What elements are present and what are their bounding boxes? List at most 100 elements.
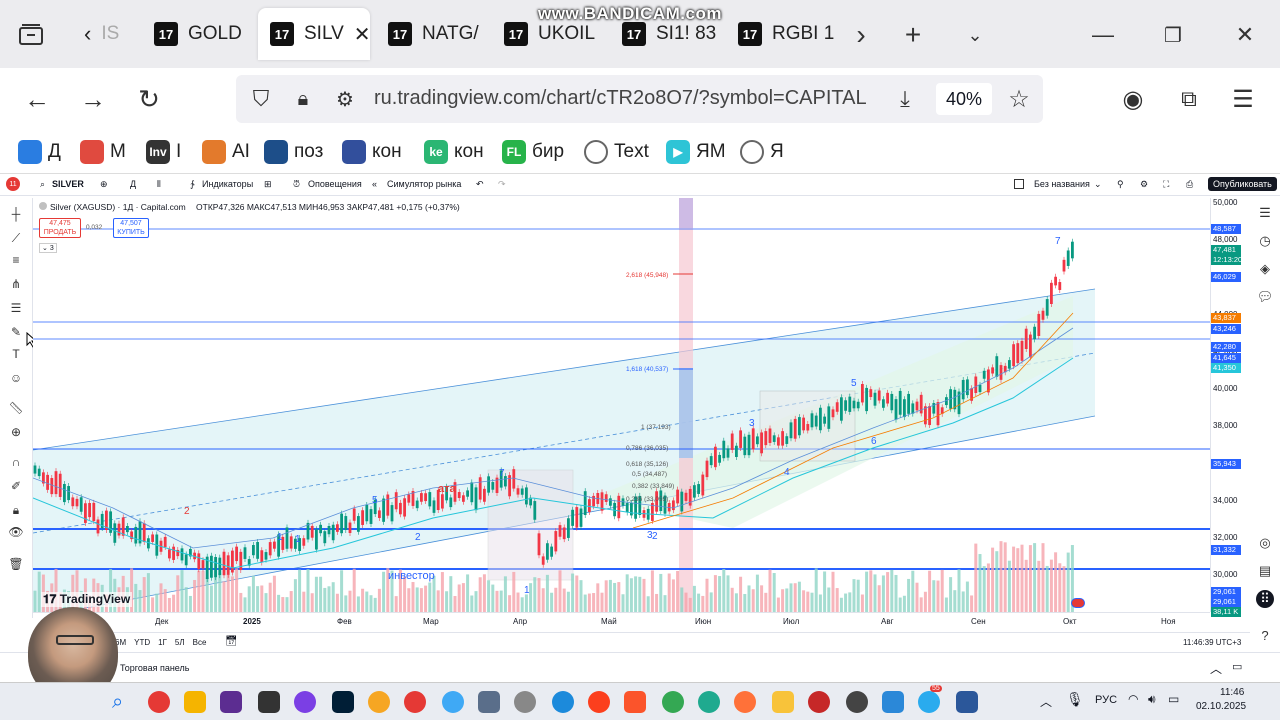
- close-window-icon[interactable]: ✕: [1235, 22, 1255, 47]
- alert-icon[interactable]: ⏰︎: [293, 179, 301, 189]
- trendline-icon[interactable]: ⟋: [11, 230, 21, 245]
- settings-icon[interactable]: [514, 691, 536, 713]
- clock-date[interactable]: 02.10.2025: [1196, 701, 1247, 712]
- telegram-icon[interactable]: 55: [918, 685, 942, 713]
- tab-0[interactable]: ‹ IS: [72, 8, 132, 60]
- templates-icon[interactable]: ⊞: [264, 179, 272, 189]
- download-icon[interactable]: ⤓: [900, 86, 910, 111]
- ruler-icon[interactable]: 📏︎: [8, 401, 24, 415]
- notifications-icon[interactable]: 11: [6, 177, 20, 191]
- indicators-icon[interactable]: ∱: [190, 179, 195, 189]
- crosshair-icon[interactable]: ┼: [11, 207, 21, 221]
- permissions-icon[interactable]: ⚙︎: [336, 88, 354, 111]
- edge-icon[interactable]: [552, 691, 574, 713]
- object-tree-icon[interactable]: ⚲: [1117, 179, 1124, 189]
- chat-icon[interactable]: 💬︎: [1256, 289, 1274, 304]
- tab-overview-icon[interactable]: [16, 20, 46, 50]
- opera-icon[interactable]: [148, 691, 170, 713]
- alerts-button[interactable]: Оповещения: [308, 179, 362, 189]
- zoom-in-icon[interactable]: ⊕: [10, 425, 22, 439]
- magnet-icon[interactable]: ∩: [11, 455, 21, 469]
- chart-type-icon[interactable]: ⫴: [157, 179, 161, 189]
- draw-mode-icon[interactable]: ✐: [10, 479, 22, 493]
- close-tab-icon[interactable]: ✕: [353, 23, 370, 46]
- app-icon[interactable]: [846, 691, 868, 713]
- bookmark-6[interactable]: ke кон: [424, 138, 484, 166]
- layout-checkbox[interactable]: [1014, 179, 1024, 189]
- sell-button[interactable]: 47,475 ПРОДАТЬ: [39, 218, 81, 238]
- layout-name[interactable]: Без названия: [1034, 179, 1090, 189]
- indicators-collapsed[interactable]: ⌄ 3: [39, 243, 57, 253]
- apps-grid-icon[interactable]: ⠿: [1256, 590, 1274, 608]
- vivaldi-icon[interactable]: [404, 691, 426, 713]
- brush-icon[interactable]: ✎: [10, 325, 22, 339]
- lock-drawings-icon[interactable]: 🔒︎: [12, 502, 20, 517]
- account-icon[interactable]: ◉: [1122, 85, 1144, 113]
- menu-icon[interactable]: ☰: [1232, 85, 1254, 113]
- clock-time[interactable]: 11:46: [1220, 687, 1245, 698]
- bookmark-9[interactable]: ▶ ЯМ: [666, 138, 726, 166]
- fullscreen-icon[interactable]: ⛶: [1163, 179, 1170, 189]
- brave-icon[interactable]: [624, 691, 646, 713]
- bookmark-1[interactable]: М: [80, 138, 126, 166]
- restore-icon[interactable]: ❐: [1164, 24, 1182, 47]
- redo-icon[interactable]: ↷: [498, 179, 506, 189]
- wifi-icon[interactable]: ◠: [1128, 692, 1139, 706]
- maximize-panel-icon[interactable]: ▭: [1232, 661, 1243, 673]
- undo-icon[interactable]: ↶: [476, 179, 484, 189]
- lock-icon[interactable]: 🔒︎: [297, 87, 309, 110]
- calculator-icon[interactable]: [478, 691, 500, 713]
- range-button[interactable]: 1Г: [158, 638, 167, 647]
- tab-5[interactable]: 17 SI1! 83: [610, 8, 722, 60]
- range-button[interactable]: YTD: [134, 638, 151, 647]
- minimize-icon[interactable]: —: [1092, 22, 1114, 47]
- app-icon[interactable]: [184, 691, 206, 713]
- buy-button[interactable]: 47,507 КУПИТЬ: [113, 218, 149, 238]
- hide-drawings-icon[interactable]: 👁︎: [8, 525, 24, 539]
- tab-list-icon[interactable]: ⌄: [967, 24, 983, 45]
- symbol-search[interactable]: SILVER: [52, 179, 84, 189]
- range-button[interactable]: 5Л: [174, 638, 185, 647]
- bookmark-star-icon[interactable]: ☆: [1008, 85, 1030, 113]
- fib-icon[interactable]: ☰: [10, 301, 22, 315]
- range-button[interactable]: Все: [192, 638, 207, 647]
- search-icon[interactable]: ⌕: [112, 691, 124, 713]
- text-icon[interactable]: T: [12, 347, 20, 361]
- bookmark-4[interactable]: поз: [264, 138, 323, 166]
- app-icon[interactable]: [442, 691, 464, 713]
- microphone-icon[interactable]: 🎙︎: [1066, 691, 1084, 707]
- tab-1[interactable]: 17 GOLD: [142, 8, 248, 60]
- app-icon[interactable]: [698, 691, 720, 713]
- shield-icon[interactable]: ⛉: [252, 86, 270, 111]
- layers-icon[interactable]: ◈: [1260, 261, 1270, 276]
- zoom-level[interactable]: 40%: [936, 83, 992, 115]
- bookmark-2[interactable]: Inv I: [146, 138, 181, 166]
- emoji-icon[interactable]: ☺: [9, 371, 23, 385]
- tab-4[interactable]: 17 UKOIL: [492, 8, 602, 60]
- new-tab-icon[interactable]: +: [904, 19, 922, 50]
- bookmark-10[interactable]: Я: [740, 138, 784, 166]
- search-icon[interactable]: ⌕: [40, 179, 46, 189]
- address-bar[interactable]: ⛉ 🔒︎ ⚙︎ ru.tradingview.com/chart/cTR2o8O…: [236, 75, 1043, 123]
- publish-button[interactable]: Опубликовать: [1208, 177, 1277, 191]
- bookmark-0[interactable]: Д: [18, 138, 61, 166]
- bookmark-7[interactable]: FL бир: [502, 138, 564, 166]
- forward-icon[interactable]: →: [80, 83, 106, 114]
- photoshop-icon[interactable]: [332, 691, 354, 713]
- chrome-icon[interactable]: [662, 691, 684, 713]
- chevron-right-icon[interactable]: ›: [856, 19, 866, 50]
- app-icon[interactable]: [220, 691, 242, 713]
- bookmark-5[interactable]: кон: [342, 138, 402, 166]
- target-icon[interactable]: ◎: [1259, 535, 1271, 550]
- tab-6[interactable]: 17 RGBI 1: [726, 8, 834, 60]
- tab-3[interactable]: 17 NATG/: [376, 8, 486, 60]
- bookmark-8[interactable]: Text: [584, 138, 649, 166]
- tab-2-active[interactable]: 17 SILV ✕: [258, 8, 370, 60]
- app-icon[interactable]: [368, 691, 390, 713]
- horizontal-lines-icon[interactable]: ≡: [12, 253, 20, 267]
- replay-button[interactable]: Симулятор рынка: [387, 179, 462, 189]
- camera-icon[interactable]: ⎙: [1186, 179, 1194, 189]
- range-button[interactable]: 6М: [115, 638, 127, 647]
